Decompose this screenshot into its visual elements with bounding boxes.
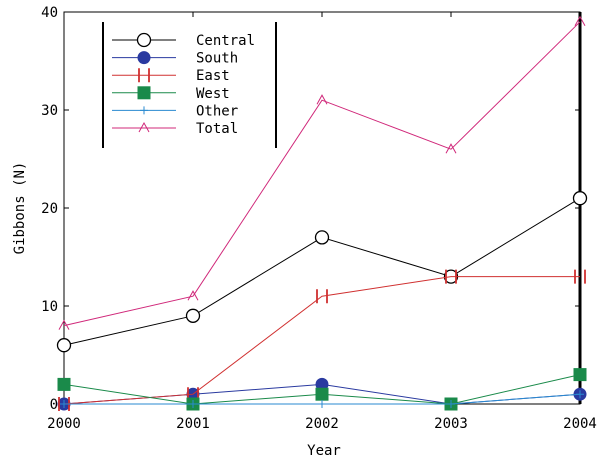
x-tick-label: 2002 xyxy=(305,416,339,432)
data-point-central xyxy=(58,339,71,352)
legend-label: South xyxy=(196,51,238,67)
y-tick-label: 20 xyxy=(41,201,58,217)
data-point-west xyxy=(574,369,586,381)
y-tick-label: 10 xyxy=(41,299,58,315)
x-tick-label: 2003 xyxy=(434,416,468,432)
y-tick-label: 40 xyxy=(41,5,58,21)
x-tick-label: 2001 xyxy=(176,416,210,432)
legend-label: Total xyxy=(196,121,238,137)
data-point-west xyxy=(58,378,70,390)
x-tick-label: 2004 xyxy=(563,416,597,432)
data-point-other xyxy=(318,400,326,408)
legend-marker xyxy=(138,34,151,47)
legend-marker xyxy=(138,87,150,99)
legend-label: West xyxy=(196,86,230,102)
series-line-central xyxy=(64,198,580,345)
series-central xyxy=(58,192,587,352)
data-point-central xyxy=(574,192,587,205)
y-tick-label: 30 xyxy=(41,103,58,119)
y-axis-title: Gibbons (N) xyxy=(12,162,28,255)
x-tick-label: 2000 xyxy=(47,416,81,432)
legend-label: East xyxy=(196,68,230,84)
x-axis-title: Year xyxy=(307,443,341,459)
data-point-central xyxy=(316,231,329,244)
y-tick-label: 0 xyxy=(50,397,58,413)
legend-label: Other xyxy=(196,103,238,119)
legend-label: Central xyxy=(196,33,255,49)
data-point-central xyxy=(187,309,200,322)
legend-marker xyxy=(138,52,150,64)
data-point-west xyxy=(316,388,328,400)
